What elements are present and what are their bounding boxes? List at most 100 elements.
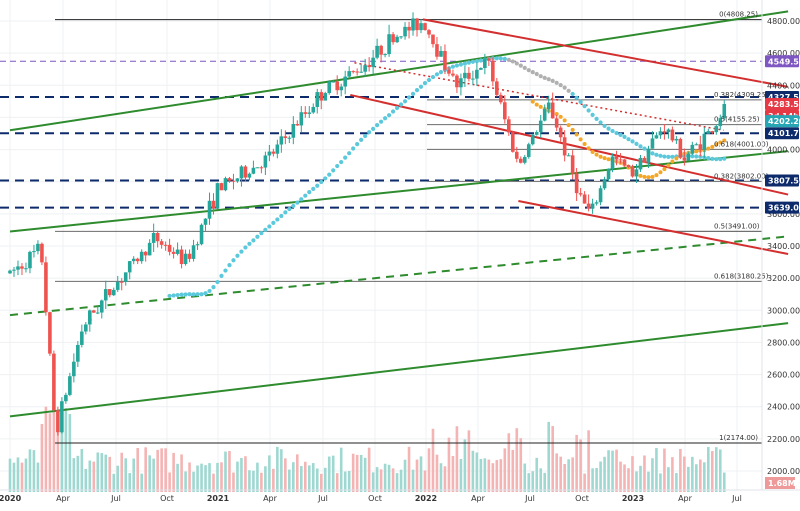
fib-label: 0.618(3180.25) — [714, 272, 769, 280]
ma-long-dot — [235, 253, 240, 258]
ma-long-dot — [386, 113, 392, 118]
candle-body — [207, 200, 212, 219]
volume-bar — [651, 458, 654, 492]
volume-bar — [367, 447, 371, 492]
x-tick-label: Jul — [110, 494, 121, 503]
candle-body — [271, 151, 276, 154]
volume-bar — [675, 473, 678, 492]
volume-bar — [599, 461, 602, 492]
volume-bar — [583, 473, 586, 492]
ma-long-dot — [570, 91, 575, 97]
ma-long-dot — [402, 99, 408, 104]
volume-bar — [591, 468, 594, 492]
volume-bar — [683, 456, 686, 492]
ma-long-dot — [267, 224, 272, 229]
ma-long-dot — [379, 119, 384, 124]
ma-long-dot — [582, 104, 587, 109]
volume-bar — [375, 467, 379, 492]
volume-bar — [52, 407, 56, 492]
y-tick-label: 2800.00 — [767, 338, 800, 347]
volume-bar — [252, 470, 255, 492]
ma-mid-dot — [650, 174, 655, 179]
x-tick-label: Apr — [56, 494, 71, 503]
candle-body — [119, 281, 124, 283]
candle-body — [299, 112, 304, 126]
volume-bar — [711, 451, 714, 492]
candle-body — [179, 249, 184, 265]
candle-body — [654, 135, 659, 139]
volume-bar — [20, 462, 24, 492]
x-tick-label: Apr — [678, 494, 693, 503]
ma-long-dot — [558, 82, 563, 88]
ma-long-dot — [199, 292, 204, 297]
ma-long-dot — [227, 263, 232, 268]
ma-mid-dot — [538, 104, 543, 109]
ma-long-dot — [382, 116, 388, 121]
candle-body — [566, 155, 571, 157]
ma-mid-dot — [670, 159, 675, 164]
ma-long-dot — [542, 75, 547, 80]
candle-body — [371, 57, 375, 68]
volume-bar — [611, 450, 614, 492]
candle-body — [471, 78, 475, 80]
candle-body — [335, 81, 340, 91]
volume-bar — [220, 462, 223, 492]
volume-bar — [435, 454, 439, 492]
volume-bar — [240, 457, 243, 492]
volume-bar — [224, 451, 227, 492]
ma-long-dot — [466, 60, 471, 65]
ma-long-dot — [586, 108, 591, 113]
volume-bar — [216, 462, 219, 492]
y-tick-label: 4000.00 — [767, 146, 800, 155]
ma-long-dot — [319, 179, 324, 185]
ma-mid-dot — [710, 144, 715, 149]
candle-body — [439, 50, 443, 57]
candle-body — [307, 112, 312, 114]
candle-body — [483, 58, 487, 69]
ma-long-dot — [410, 91, 416, 96]
candle-body — [279, 136, 284, 145]
ma-long-dot — [574, 95, 579, 100]
level-badge-bg — [765, 174, 799, 187]
ma-long-dot — [375, 122, 380, 128]
candle-body — [155, 232, 160, 242]
volume-bar — [244, 456, 247, 492]
candle-body — [95, 312, 100, 314]
candle-body — [151, 232, 156, 243]
trendline — [9, 235, 789, 317]
candle-body — [582, 194, 587, 204]
fib-label: 0.382(3802.00) — [714, 172, 769, 180]
volume-bar — [236, 461, 239, 492]
ma-mid-dot — [606, 157, 611, 162]
volume-bar — [228, 451, 231, 492]
candle-body — [522, 156, 527, 163]
ma-mid-dot — [586, 146, 591, 151]
volume-bar — [507, 433, 511, 492]
ma-long-dot — [279, 213, 284, 219]
candle-body — [159, 241, 164, 245]
ma-long-dot — [470, 59, 475, 64]
volume-bar — [607, 450, 610, 492]
volume-bar — [619, 461, 622, 492]
volume-bar — [204, 465, 207, 492]
candle-body — [8, 270, 12, 274]
candle-body — [479, 68, 483, 70]
last-price-badge: 4283.50 — [768, 100, 800, 109]
candle-body — [44, 262, 48, 313]
candle-body — [415, 18, 419, 31]
candle-body — [435, 44, 439, 57]
candle-body — [167, 244, 172, 252]
ma-long-dot — [203, 291, 208, 296]
volume-bar — [347, 470, 351, 492]
volume-bar — [84, 468, 88, 492]
volume-bar — [459, 458, 463, 492]
x-tick-label: Apr — [471, 494, 486, 503]
ma-long-dot — [255, 234, 260, 239]
volume-bar — [88, 460, 92, 492]
ma-mid-dot — [654, 173, 659, 178]
ma-long-dot — [175, 292, 180, 298]
volume-bar — [172, 452, 175, 492]
volume-bar — [559, 456, 562, 492]
